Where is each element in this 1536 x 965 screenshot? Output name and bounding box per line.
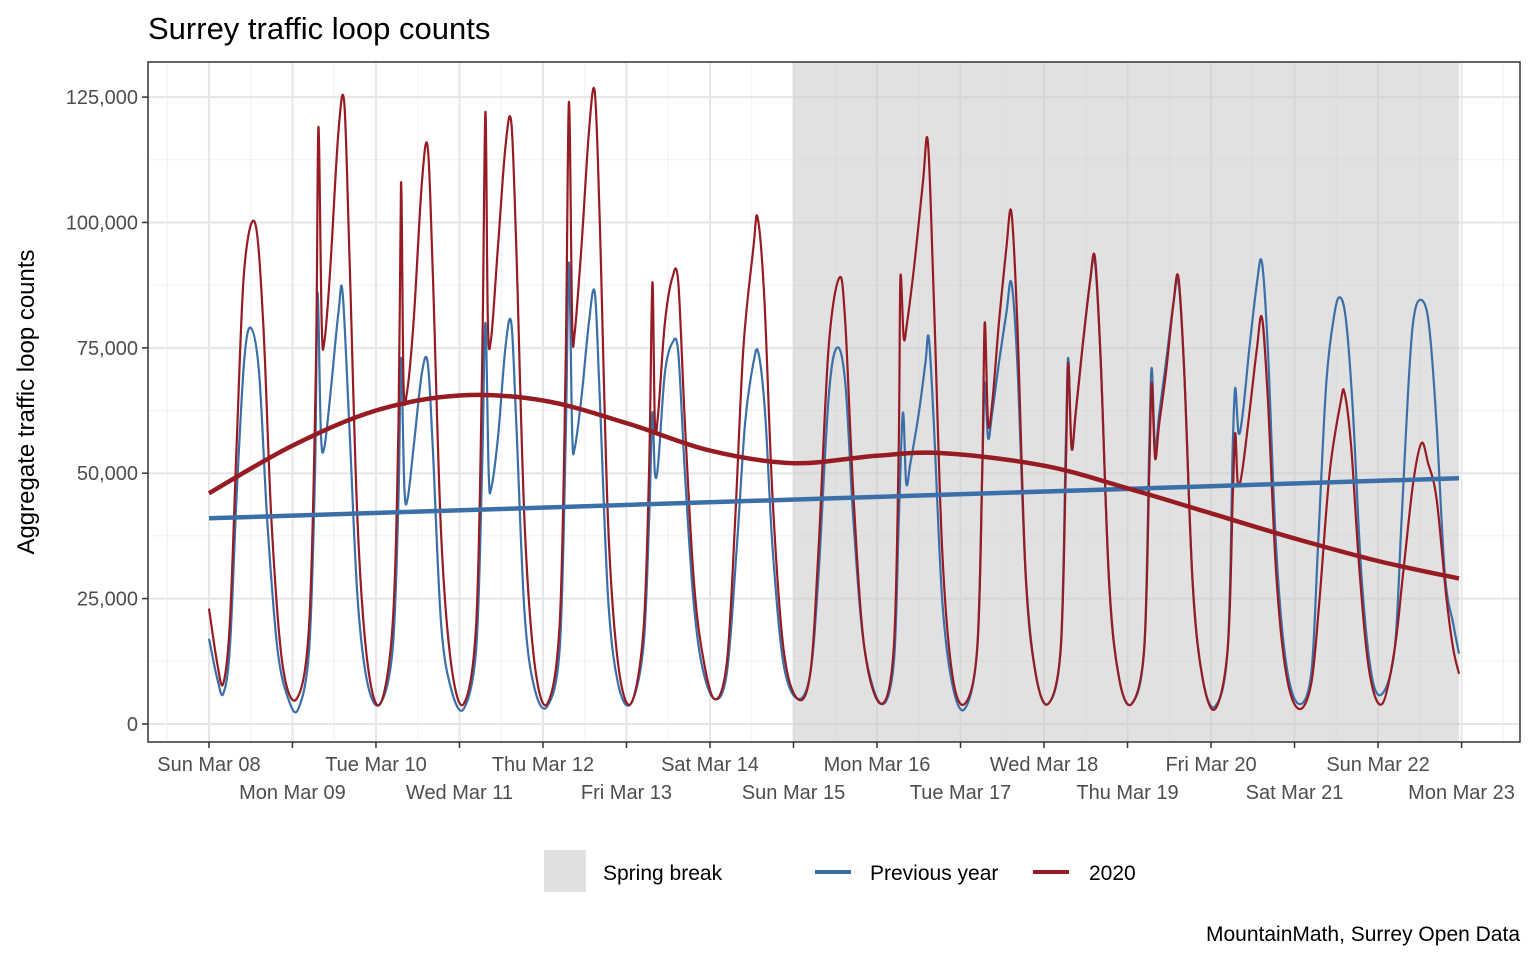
x-tick-label: Mon Mar 23: [1408, 782, 1515, 804]
series-line-2020: [207, 86, 1461, 711]
x-tick-label: Fri Mar 20: [1165, 754, 1256, 776]
x-tick-label: Mon Mar 09: [239, 782, 346, 804]
chart-title: Surrey traffic loop counts: [148, 11, 490, 46]
x-tick-label: Thu Mar 19: [1076, 782, 1178, 804]
legend-label-2020: 2020: [1089, 862, 1136, 885]
y-tick-label: 50,000: [77, 463, 138, 485]
panel-border: [147, 61, 1521, 743]
trend-line-2020-trend: [207, 392, 1460, 581]
y-tick-label: 25,000: [77, 589, 138, 611]
plot-panel: [147, 61, 1521, 743]
legend: Spring break Previous year 2020: [544, 850, 1136, 892]
x-tick-label: Tue Mar 10: [325, 754, 427, 776]
legend-label-spring-break: Spring break: [603, 862, 723, 885]
spring-break-region: [793, 62, 1460, 742]
x-tick-label: Sun Mar 08: [157, 754, 260, 776]
x-axis: Sun Mar 08 Mon Mar 09 Tue Mar 10 Wed Mar 11…: [157, 742, 1515, 804]
y-tick-label: 0: [127, 714, 138, 736]
x-tick-label: Sat Mar 14: [661, 754, 759, 776]
x-tick-label: Tue Mar 17: [910, 782, 1012, 804]
y-tick-label: 100,000: [66, 212, 138, 234]
legend-label-previous-year: Previous year: [870, 862, 998, 885]
legend-key-spring-break: [544, 850, 586, 892]
caption: MountainMath, Surrey Open Data: [1206, 923, 1520, 946]
y-axis-title: Aggregate traffic loop counts: [13, 249, 40, 554]
y-axis: 0 25,000 50,000 75,000 100,000 125,000: [66, 87, 148, 736]
x-tick-label: Sun Mar 15: [742, 782, 845, 804]
y-tick-label: 125,000: [66, 87, 138, 109]
x-tick-label: Fri Mar 13: [581, 782, 672, 804]
x-tick-label: Sat Mar 21: [1246, 782, 1344, 804]
x-tick-label: Mon Mar 16: [824, 754, 931, 776]
x-tick-label: Sun Mar 22: [1326, 754, 1429, 776]
x-tick-label: Wed Mar 18: [990, 754, 1099, 776]
x-tick-label: Wed Mar 11: [406, 782, 513, 804]
series-line-previous-year: [207, 256, 1461, 714]
y-tick-label: 75,000: [77, 338, 138, 360]
trend-line-previous-year-trend: [208, 475, 1460, 521]
x-tick-label: Thu Mar 12: [492, 754, 594, 776]
